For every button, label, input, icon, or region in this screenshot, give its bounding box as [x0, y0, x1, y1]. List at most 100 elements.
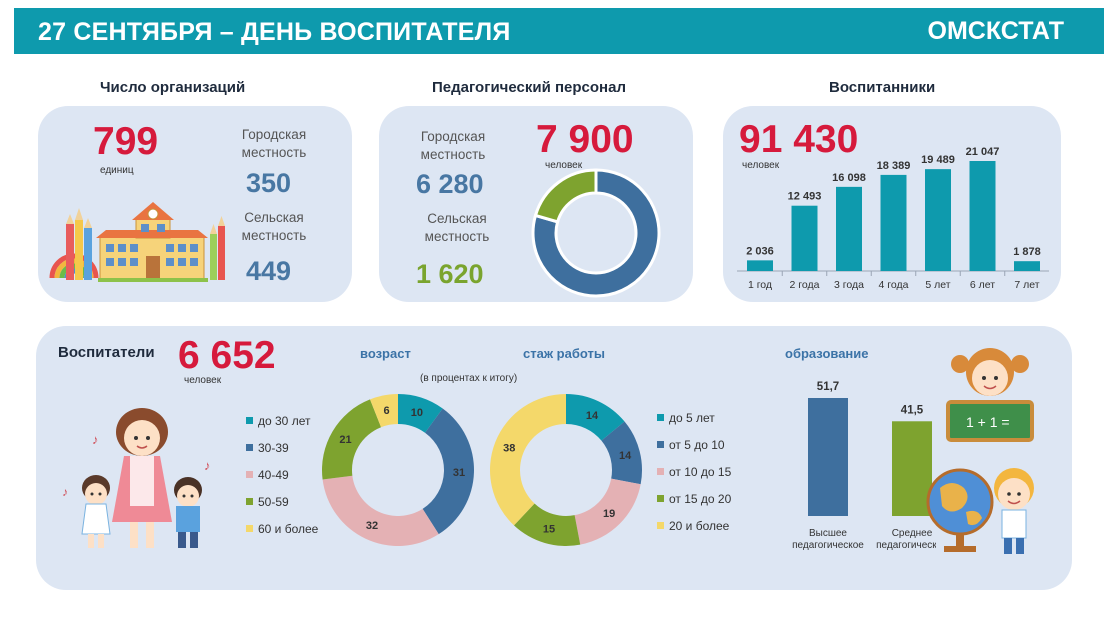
svg-text:♪: ♪: [92, 432, 99, 447]
bar-category-label: 2 года: [790, 279, 820, 291]
bar-category-label: 7 лет: [1014, 279, 1039, 291]
swatch-icon: [246, 471, 253, 478]
swatch-icon: [246, 417, 253, 424]
experience-title: стаж работы: [523, 346, 605, 361]
slice-label: 19: [603, 508, 615, 520]
bar-value-label: 51,7: [817, 381, 839, 393]
swatch-icon: [657, 441, 664, 448]
bar-category-label: педагогическое: [876, 540, 936, 551]
staff-rural-label: Сельская местность: [424, 211, 490, 244]
kindergarten-illustration: [49, 202, 225, 282]
experience-legend: до 5 лет от 5 до 10 от 10 до 15 от 15 до…: [657, 404, 731, 539]
staff-donut-chart: [531, 168, 661, 298]
donut-slice: [322, 475, 439, 546]
slice-label: 21: [339, 434, 351, 446]
bar-category-label: 4 года: [879, 279, 909, 291]
slice-label: 32: [366, 520, 378, 532]
bar-value-label: 16 098: [832, 172, 866, 184]
age-donut-chart: 10 31 32 21 6: [322, 394, 474, 546]
donut-slice: [574, 478, 641, 545]
bar-value-label: 12 493: [788, 191, 822, 203]
svg-text:1 + 1 =: 1 + 1 =: [966, 414, 1010, 430]
donut-slice: [490, 394, 566, 526]
swatch-icon: [657, 522, 664, 529]
bar: [892, 421, 932, 516]
bar: [969, 161, 996, 271]
bar-value-label: 18 389: [877, 160, 911, 172]
donut-slice: [398, 394, 443, 433]
bar-category-label: 5 лет: [925, 279, 950, 291]
slice-label: 10: [411, 407, 423, 419]
bar-value-label: 2 036: [746, 245, 774, 257]
pupils-unit: человек: [742, 160, 780, 171]
bar-category-label: педагогическое: [792, 540, 864, 551]
bar: [747, 260, 773, 271]
staff-panel: Городская местность 6 280 Сельская местн…: [379, 106, 693, 302]
slice-label: 6: [384, 405, 390, 417]
boy-globe-illustration: [926, 468, 1034, 554]
age-legend-item: 50-59: [246, 488, 318, 515]
teachers-total: 6 652: [178, 334, 276, 377]
staff-rural-value: 1 620: [416, 259, 484, 289]
experience-legend-item: от 5 до 10: [657, 431, 731, 458]
experience-legend-item: от 15 до 20: [657, 485, 731, 512]
swatch-icon: [657, 495, 664, 502]
teacher-children-illustration: ♪ ♪ ♪: [62, 408, 211, 548]
swatch-icon: [657, 414, 664, 421]
bar-value-label: 41,5: [901, 404, 924, 416]
bar-category-label: 6 лет: [970, 279, 995, 291]
staff-title: Педагогический персонал: [432, 79, 626, 96]
organizations-panel: 799 единиц Городская местность 350 Сельс…: [38, 106, 352, 302]
donut-slice: [533, 168, 598, 224]
bar: [925, 169, 951, 271]
swatch-icon: [657, 468, 664, 475]
staff-urban-value: 6 280: [416, 169, 484, 199]
girl-board-illustration: 1 + 1 =: [946, 348, 1034, 442]
svg-text:♪: ♪: [204, 458, 211, 473]
bar: [791, 205, 818, 271]
pupils-title: Воспитанники: [829, 79, 936, 96]
staff-total: 7 900: [536, 118, 634, 161]
age-legend: до 30 лет 30-39 40-49 50-59 60 и более: [246, 407, 318, 542]
bar-category-label: Высшее: [809, 528, 847, 539]
bar-category-label: Среднее: [892, 528, 933, 539]
organizations-total: 799: [93, 120, 159, 163]
bar: [808, 398, 848, 516]
bar-value-label: 19 489: [921, 154, 955, 166]
donut-slice: [513, 503, 581, 546]
bar: [880, 174, 907, 271]
donut-slice: [531, 168, 661, 298]
slice-label: 14: [619, 450, 632, 462]
teachers-panel: Воспитатели 6 652 человек ♪ ♪ ♪ до 30 ле…: [36, 326, 1072, 590]
slice-label: 14: [586, 410, 599, 422]
slice-label: 31: [453, 467, 465, 479]
donut-slice: [566, 394, 625, 441]
age-legend-item: до 30 лет: [246, 407, 318, 434]
organizations-rural-value: 449: [246, 256, 292, 286]
education-bar-chart: 51,7Высшеепедагогическое41,5Среднеепедаг…: [792, 381, 936, 551]
organizations-rural-label: Сельская местность: [241, 210, 307, 243]
svg-text:♪: ♪: [62, 485, 68, 499]
donut-slice: [322, 399, 382, 480]
page-title: 27 СЕНТЯБРЯ – ДЕНЬ ВОСПИТАТЕЛЯ: [38, 18, 511, 46]
organizations-urban-label: Городская местность: [241, 127, 307, 160]
teachers-unit: человек: [184, 375, 222, 386]
staff-unit: человек: [545, 160, 583, 171]
slice-label: 15: [543, 524, 555, 536]
percent-note: (в процентах к итогу): [420, 373, 518, 384]
header-bar: 27 СЕНТЯБРЯ – ДЕНЬ ВОСПИТАТЕЛЯ ОМСКСТАТ: [14, 8, 1104, 54]
staff-urban-label: Городская местность: [420, 129, 486, 162]
age-legend-item: 60 и более: [246, 515, 318, 542]
experience-legend-item: до 5 лет: [657, 404, 731, 431]
pupils-total: 91 430: [739, 118, 859, 161]
bar-category-label: 3 года: [834, 279, 864, 291]
swatch-icon: [246, 444, 253, 451]
pupils-bar-chart: 2 036 1 год 12 493 2 года 16 098 3 года 18 389…: [737, 146, 1049, 291]
organizations-unit: единиц: [100, 165, 134, 176]
age-legend-item: 40-49: [246, 461, 318, 488]
age-title: возраст: [360, 346, 411, 361]
donut-slice: [370, 394, 398, 428]
bar: [1014, 261, 1040, 271]
teachers-title: Воспитатели: [58, 344, 155, 361]
bar-value-label: 21 047: [966, 146, 1000, 158]
